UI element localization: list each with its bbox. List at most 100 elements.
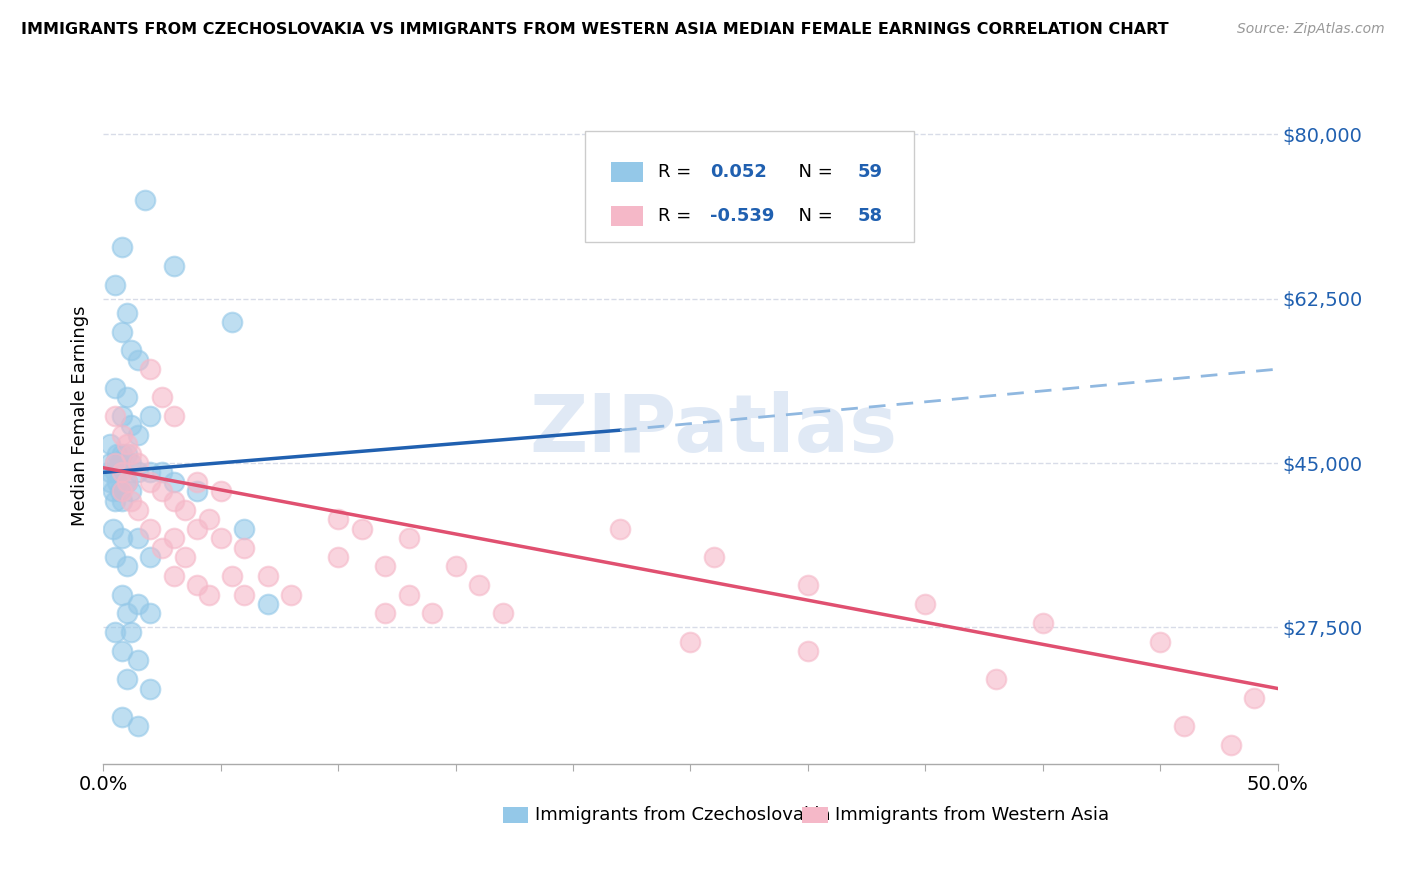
Point [98,456,121,470]
Point [127,653,149,667]
Point [139,522,162,536]
Point [1032,615,1054,630]
Point [115,390,138,404]
Point [139,362,162,376]
Point [111,493,134,508]
Point [101,522,124,536]
Point [256,597,278,611]
Point [127,597,149,611]
Point [105,475,128,489]
Text: N =: N = [787,163,838,181]
FancyBboxPatch shape [610,206,644,226]
Point [984,672,1007,686]
Point [127,456,149,470]
Point [127,352,149,367]
Text: 59: 59 [858,163,882,181]
FancyBboxPatch shape [610,162,644,182]
Point [127,719,149,733]
Point [98,437,121,451]
Point [1149,634,1171,648]
Point [468,578,491,592]
Point [233,588,256,602]
Point [120,625,142,640]
Point [150,466,173,480]
Point [108,456,131,470]
Point [139,549,162,564]
Point [162,409,184,423]
Point [111,588,134,602]
FancyBboxPatch shape [502,807,529,822]
Point [162,475,184,489]
Point [139,409,162,423]
Point [104,277,127,292]
Text: Immigrants from Czechoslovakia: Immigrants from Czechoslovakia [536,806,831,824]
Point [256,568,278,582]
Point [198,512,221,526]
Point [104,493,127,508]
Point [221,315,243,329]
Point [115,437,138,451]
Point [162,493,184,508]
Point [115,559,138,574]
Point [186,484,208,499]
Point [162,568,184,582]
Text: IMMIGRANTS FROM CZECHOSLOVAKIA VS IMMIGRANTS FROM WESTERN ASIA MEDIAN FEMALE EAR: IMMIGRANTS FROM CZECHOSLOVAKIA VS IMMIGR… [21,22,1168,37]
Point [115,306,138,320]
Point [209,531,232,545]
Point [914,597,936,611]
Point [120,484,142,499]
Point [350,522,373,536]
Point [1219,738,1241,752]
Point [111,325,134,339]
Point [609,522,631,536]
Point [104,549,127,564]
Point [280,588,302,602]
FancyBboxPatch shape [801,807,828,822]
Point [174,503,197,517]
Point [115,475,138,489]
Point [111,447,134,461]
Text: ZIPatlas: ZIPatlas [530,391,898,469]
Text: R =: R = [658,207,696,225]
Text: Source: ZipAtlas.com: Source: ZipAtlas.com [1237,22,1385,37]
Point [374,559,396,574]
Point [326,512,349,526]
Point [1243,690,1265,705]
Text: Immigrants from Western Asia: Immigrants from Western Asia [835,806,1109,824]
Point [221,568,243,582]
Point [797,644,820,658]
Point [444,559,467,574]
Point [120,447,142,461]
Point [398,531,420,545]
Point [233,522,256,536]
Point [233,541,256,555]
Point [139,475,162,489]
Point [104,456,127,470]
Point [703,549,725,564]
Y-axis label: Median Female Earnings: Median Female Earnings [72,306,89,526]
Text: 0.052: 0.052 [710,163,768,181]
Point [198,588,221,602]
Point [186,475,208,489]
Point [111,466,134,480]
Point [115,672,138,686]
Point [111,644,134,658]
Point [105,447,128,461]
Point [139,466,162,480]
Point [139,607,162,621]
Point [209,484,232,499]
Point [398,588,420,602]
Point [420,607,443,621]
Point [679,634,702,648]
Point [150,541,173,555]
Point [127,428,149,442]
Point [120,493,142,508]
Point [111,428,134,442]
Point [111,409,134,423]
Point [101,484,124,499]
Text: 58: 58 [858,207,883,225]
Point [127,466,149,480]
Point [111,709,134,723]
Point [111,240,134,254]
Point [150,484,173,499]
